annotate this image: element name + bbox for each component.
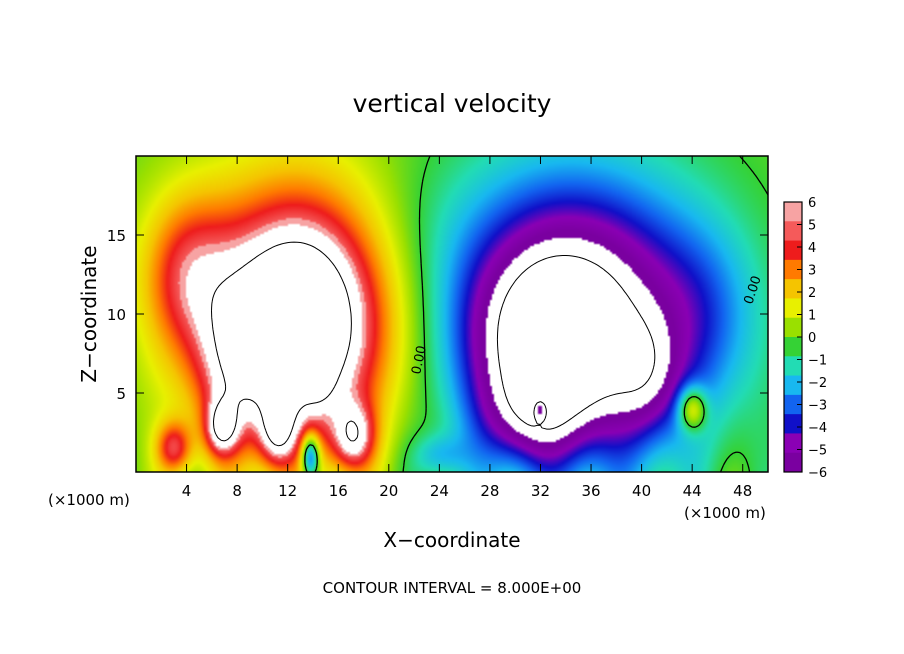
colorbar-label: 3 xyxy=(808,264,816,279)
x-tick-label: 48 xyxy=(733,482,752,500)
colorbar-swatch xyxy=(784,356,802,377)
colorbar-swatch xyxy=(784,337,802,357)
positive-contour-line xyxy=(211,241,359,447)
colorbar-label: 1 xyxy=(808,309,816,324)
colorbar: 6 5 4 3 2 1 0 −1 −2 −3 −4 −5 −6 xyxy=(783,196,827,481)
negative-contour-line xyxy=(496,255,656,430)
x-axis-label: X−coordinate xyxy=(383,528,520,552)
x-unit-left: (×1000 m) xyxy=(48,491,130,509)
colorbar-label: −2 xyxy=(808,376,827,391)
colorbar-label: −4 xyxy=(808,421,827,436)
y-tick-label: 15 xyxy=(107,227,126,245)
x-axis-ticks: 4 8 12 16 20 24 28 32 36 40 44 48 xyxy=(182,156,752,500)
x-tick-label: 36 xyxy=(581,482,600,500)
x-tick-label: 40 xyxy=(632,482,651,500)
colorbar-swatch xyxy=(784,298,802,319)
colorbar-swatch xyxy=(784,202,802,222)
contour-label-left: 0.00 xyxy=(409,344,430,375)
colorbar-label: −5 xyxy=(808,444,827,459)
colorbar-swatch xyxy=(784,240,802,261)
x-tick-label: 24 xyxy=(430,482,449,500)
colorbar-label: 0 xyxy=(808,331,816,346)
colorbar-swatch xyxy=(784,221,802,242)
y-tick-label: 5 xyxy=(116,385,126,403)
colorbar-label: 5 xyxy=(808,219,816,234)
x-tick-label: 4 xyxy=(182,482,192,500)
colorbar-swatch xyxy=(784,317,802,338)
colorbar-label: 2 xyxy=(808,286,816,301)
y-axis-ticks: 5 10 15 xyxy=(107,227,768,403)
y-tick-label: 10 xyxy=(107,306,126,324)
heatmap-field xyxy=(136,156,768,472)
colorbar-label: 4 xyxy=(808,241,816,256)
colorbar-label: −6 xyxy=(808,466,827,481)
colorbar-label: 6 xyxy=(808,196,816,211)
colorbar-swatch xyxy=(784,414,802,434)
x-tick-label: 12 xyxy=(278,482,297,500)
x-tick-label: 8 xyxy=(232,482,242,500)
chart-title: vertical velocity xyxy=(353,89,552,118)
colorbar-swatch xyxy=(784,394,802,415)
contour-interval-note: CONTOUR INTERVAL = 8.000E+00 xyxy=(323,579,582,597)
x-unit-right: (×1000 m) xyxy=(684,504,766,522)
x-tick-label: 20 xyxy=(379,482,398,500)
x-tick-label: 44 xyxy=(683,482,702,500)
colorbar-label: −3 xyxy=(808,399,827,414)
colorbar-swatch xyxy=(784,259,802,280)
colorbar-swatch xyxy=(784,433,802,454)
colorbar-label: −1 xyxy=(808,354,827,369)
colorbar-swatch xyxy=(784,279,802,299)
y-axis-label: Z−coordinate xyxy=(77,245,101,382)
zero-contour-line xyxy=(304,155,769,473)
colorbar-swatch xyxy=(784,375,802,396)
x-tick-label: 32 xyxy=(531,482,550,500)
colorbar-swatch xyxy=(784,452,802,473)
x-tick-label: 16 xyxy=(329,482,348,500)
x-tick-label: 28 xyxy=(480,482,499,500)
